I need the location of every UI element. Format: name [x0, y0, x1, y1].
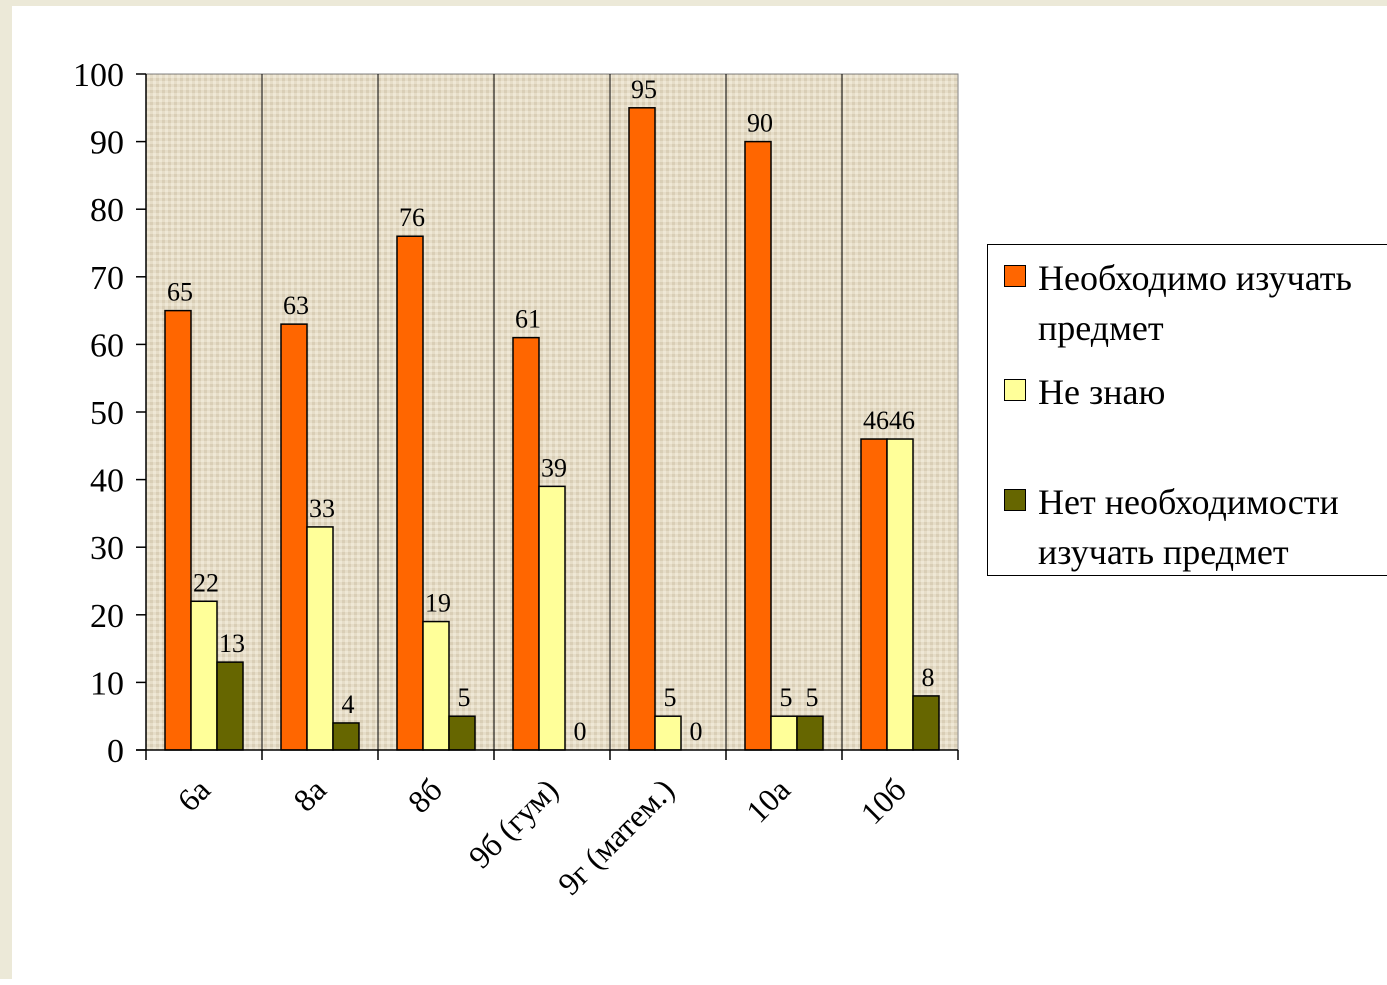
data-label-6-0: 46 — [863, 406, 889, 435]
data-label-3-2: 0 — [574, 717, 587, 746]
x-category-label: 10б — [853, 771, 913, 831]
y-tick-label: 80 — [90, 192, 124, 229]
bar-4-0 — [628, 107, 656, 751]
legend-swatch-olive — [1004, 489, 1026, 511]
bar-6-2 — [912, 695, 940, 751]
y-tick-label: 90 — [90, 125, 124, 162]
data-label-0-1: 22 — [193, 568, 219, 597]
data-label-2-0: 76 — [399, 203, 425, 232]
bar-1-1 — [306, 526, 334, 751]
legend-label: Необходимо изучать предмет — [1038, 258, 1352, 348]
data-label-2-1: 19 — [425, 589, 451, 618]
x-category-label: 10а — [739, 771, 797, 829]
y-tick-label: 60 — [90, 327, 124, 364]
bar-6-1 — [886, 438, 914, 751]
y-tick-label: 40 — [90, 463, 124, 500]
x-category-label: 9б (гум) — [461, 771, 565, 875]
bar-0-2 — [216, 661, 244, 751]
bar-0-1 — [190, 600, 218, 751]
y-tick-label: 50 — [90, 395, 124, 432]
legend-item-series-1: Не знаю — [1004, 367, 1387, 417]
legend-label: Нет необходимости изучать предмет — [1038, 482, 1339, 572]
y-tick-label: 100 — [73, 57, 124, 94]
x-category-label: 8б — [401, 771, 449, 819]
data-label-4-2: 0 — [690, 717, 703, 746]
bar-5-2 — [796, 715, 824, 751]
legend-swatch-yellow — [1004, 379, 1026, 401]
data-label-6-1: 46 — [889, 406, 915, 435]
data-label-5-2: 5 — [806, 683, 819, 712]
legend-item-series-0: Необходимо изучать предмет — [1004, 253, 1387, 353]
y-tick-labels: 0 10 20 30 40 50 60 70 80 90 100 — [73, 57, 124, 770]
data-label-0-2: 13 — [219, 629, 245, 658]
data-label-5-1: 5 — [780, 683, 793, 712]
y-tick-label: 10 — [90, 665, 124, 702]
y-tick-label: 70 — [90, 260, 124, 297]
data-label-3-1: 39 — [541, 453, 567, 482]
bar-1-2 — [332, 722, 360, 751]
bar-6-0 — [860, 438, 888, 751]
bar-2-1 — [422, 620, 450, 751]
data-label-1-2: 4 — [342, 690, 355, 719]
data-label-4-0: 95 — [631, 75, 657, 104]
legend: Необходимо изучать предмет Не знаю Нет н… — [987, 244, 1387, 576]
data-label-3-0: 61 — [515, 305, 541, 334]
data-label-6-2: 8 — [922, 663, 935, 692]
data-label-1-0: 63 — [283, 291, 309, 320]
legend-swatch-orange — [1004, 265, 1026, 287]
bars — [164, 107, 940, 751]
x-category-labels: 6а 8а 8б 9б (гум)9г (матем.) 10а 10б — [170, 771, 913, 901]
y-tick-label: 20 — [90, 598, 124, 635]
bar-5-1 — [770, 715, 798, 751]
y-tick-label: 0 — [107, 733, 124, 770]
bar-2-2 — [448, 715, 476, 751]
x-category-label: 8а — [286, 771, 333, 818]
data-label-4-1: 5 — [664, 683, 677, 712]
bar-3-1 — [538, 485, 566, 751]
y-tick-label: 30 — [90, 530, 124, 567]
legend-label: Не знаю — [1038, 372, 1166, 412]
data-label-2-2: 5 — [458, 683, 471, 712]
data-label-1-1: 33 — [309, 494, 335, 523]
x-category-label: 6а — [170, 771, 217, 818]
axes — [136, 73, 959, 760]
category-gridlines — [261, 74, 843, 750]
bar-4-1 — [654, 715, 682, 751]
data-label-0-0: 65 — [167, 278, 193, 307]
bar-0-0 — [164, 309, 192, 751]
bar-2-0 — [396, 235, 424, 751]
x-category-label: 9г (матем.) — [551, 771, 681, 901]
bar-3-0 — [512, 336, 540, 751]
bar-5-0 — [744, 140, 772, 751]
data-label-5-0: 90 — [747, 109, 773, 138]
bar-1-0 — [280, 323, 308, 751]
legend-item-series-2: Нет необходимости изучать предмет — [1004, 477, 1387, 577]
